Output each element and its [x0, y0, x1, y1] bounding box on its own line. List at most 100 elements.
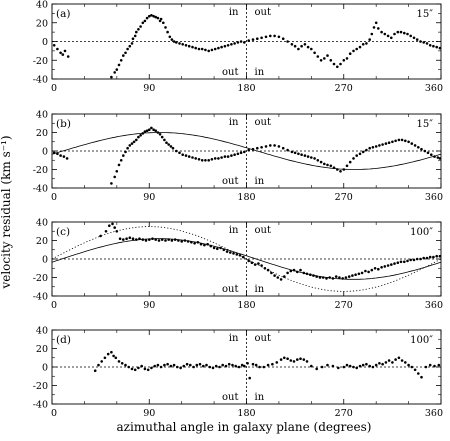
data-point — [438, 157, 442, 160]
data-point — [373, 267, 377, 270]
panel-label: (d) — [56, 334, 71, 346]
data-point — [297, 47, 300, 51]
data-point — [143, 367, 147, 371]
data-point — [428, 255, 432, 259]
data-point — [141, 238, 145, 241]
data-point — [371, 365, 375, 369]
data-point — [124, 150, 127, 154]
data-point — [262, 365, 266, 369]
y-tick-label: 20 — [36, 236, 48, 247]
data-point — [393, 32, 396, 36]
bottom-region-label: out — [222, 67, 238, 78]
data-point — [187, 44, 191, 48]
data-point — [230, 43, 233, 46]
data-point — [342, 365, 346, 369]
data-point — [117, 163, 121, 167]
y-tick-label: -20 — [33, 273, 48, 284]
data-point — [253, 263, 257, 266]
data-point — [238, 254, 242, 257]
data-point — [124, 51, 127, 55]
data-point — [172, 40, 176, 43]
data-point — [156, 16, 160, 20]
data-point — [345, 363, 349, 367]
data-point — [436, 156, 440, 159]
data-point — [115, 68, 119, 71]
data-point — [328, 276, 332, 279]
data-point — [176, 365, 179, 369]
data-point — [126, 47, 129, 51]
data-point — [167, 143, 170, 146]
data-point — [425, 42, 429, 45]
data-point — [225, 250, 229, 253]
data-point — [139, 134, 142, 137]
data-point — [413, 368, 417, 372]
data-point — [187, 155, 191, 158]
data-point — [384, 361, 388, 364]
data-point — [403, 260, 406, 264]
data-point — [128, 144, 132, 147]
data-point — [166, 30, 169, 34]
data-point — [209, 244, 213, 248]
data-point — [393, 262, 396, 265]
data-point — [419, 40, 422, 43]
data-point — [352, 365, 355, 369]
data-point — [110, 350, 113, 354]
x-tick-label: 270 — [335, 83, 353, 94]
data-point — [217, 46, 220, 50]
data-point — [235, 253, 239, 256]
data-point — [399, 260, 403, 264]
data-point — [226, 155, 230, 158]
data-point — [345, 164, 349, 168]
data-point — [153, 364, 156, 368]
data-point — [303, 43, 307, 46]
beam-label: 15″ — [417, 119, 434, 130]
data-point — [425, 256, 429, 260]
data-point — [397, 356, 401, 360]
data-point — [364, 269, 367, 273]
data-point — [65, 157, 69, 160]
data-point — [118, 237, 122, 240]
y-tick-label: 20 — [36, 344, 48, 355]
bottom-region-label: out — [222, 392, 238, 403]
data-point — [207, 49, 210, 53]
data-point — [140, 364, 143, 368]
data-point — [203, 243, 206, 247]
data-point — [184, 44, 188, 47]
data-point — [197, 47, 201, 51]
data-point — [372, 26, 376, 29]
y-tick-label: -20 — [33, 165, 48, 176]
data-point — [348, 52, 352, 55]
beam-label: 100″ — [410, 227, 433, 238]
data-point — [305, 272, 309, 276]
bottom-region-label: out — [222, 284, 238, 295]
data-point — [338, 276, 341, 279]
data-point — [154, 238, 157, 241]
data-point — [371, 146, 375, 149]
top-region-label: in — [229, 333, 239, 344]
data-point — [233, 153, 236, 156]
y-tick-label: -40 — [33, 75, 48, 86]
data-point — [106, 352, 110, 356]
y-tick-label: 40 — [36, 218, 48, 229]
x-tick-label: 180 — [237, 300, 255, 311]
data-point — [135, 138, 138, 142]
data-point — [279, 278, 283, 281]
data-point — [277, 35, 281, 39]
data-point — [108, 224, 111, 227]
data-point — [243, 150, 246, 154]
data-point — [247, 259, 250, 263]
data-point — [391, 361, 394, 364]
data-point — [352, 157, 355, 160]
panel-label: (c) — [56, 226, 70, 238]
data-point — [339, 62, 342, 66]
data-point — [290, 150, 294, 154]
data-point — [172, 363, 176, 367]
panel-2: 0 90 180 270 360 -40 -20 0 20 40 (b) 15″ in out out in — [33, 110, 443, 204]
data-point — [202, 364, 205, 368]
data-point — [137, 135, 140, 139]
data-point — [113, 226, 116, 229]
y-tick-label: 20 — [36, 18, 48, 29]
data-point — [251, 38, 255, 41]
data-point — [342, 168, 346, 171]
